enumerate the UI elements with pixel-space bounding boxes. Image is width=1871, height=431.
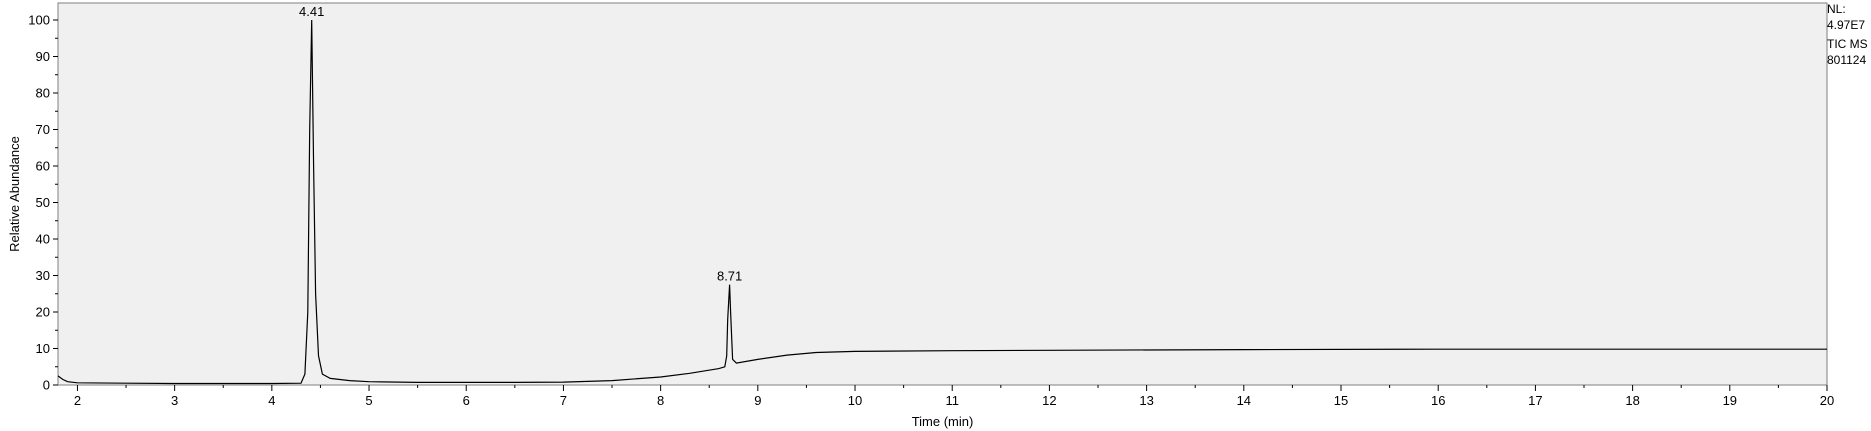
y-tick-label: 30 <box>36 268 50 283</box>
x-tick-label: 11 <box>945 393 959 408</box>
y-axis-label: Relative Abundance <box>7 136 22 252</box>
x-tick-label: 5 <box>365 393 372 408</box>
x-tick-label: 7 <box>560 393 567 408</box>
y-tick-label: 10 <box>36 341 50 356</box>
y-tick-label: 20 <box>36 305 50 320</box>
y-tick-label: 40 <box>36 232 50 247</box>
x-tick-label: 3 <box>171 393 178 408</box>
x-tick-label: 9 <box>754 393 761 408</box>
peak-label: 8.71 <box>717 269 742 284</box>
x-tick-label: 10 <box>848 393 862 408</box>
y-tick-label: 70 <box>36 122 50 137</box>
y-tick-label: 60 <box>36 159 50 174</box>
y-tick-label: 50 <box>36 195 50 210</box>
x-tick-label: 8 <box>657 393 664 408</box>
x-tick-label: 14 <box>1237 393 1251 408</box>
peak-label: 4.41 <box>299 4 324 19</box>
scan-filter-label: TIC MS <box>1827 37 1868 51</box>
x-tick-label: 6 <box>463 393 470 408</box>
y-tick-label: 80 <box>36 86 50 101</box>
y-tick-label: 90 <box>36 49 50 64</box>
nl-value: 4.97E7 <box>1827 18 1866 32</box>
x-tick-label: 16 <box>1431 393 1445 408</box>
x-tick-label: 13 <box>1139 393 1153 408</box>
x-tick-label: 15 <box>1334 393 1348 408</box>
x-tick-label: 20 <box>1820 393 1834 408</box>
x-tick-label: 17 <box>1528 393 1542 408</box>
x-tick-label: 18 <box>1625 393 1639 408</box>
x-axis-label: Time (min) <box>912 414 974 429</box>
x-tick-label: 2 <box>74 393 81 408</box>
nl-label: NL: <box>1827 2 1846 16</box>
x-tick-label: 12 <box>1042 393 1056 408</box>
file-id-label: 801124 <box>1827 53 1867 67</box>
x-tick-label: 4 <box>268 393 275 408</box>
y-tick-label: 0 <box>43 378 50 393</box>
tic-trace <box>57 19 1827 385</box>
x-tick-label: 19 <box>1723 393 1737 408</box>
plot-area <box>57 2 1828 386</box>
y-tick-label: 100 <box>28 13 50 28</box>
